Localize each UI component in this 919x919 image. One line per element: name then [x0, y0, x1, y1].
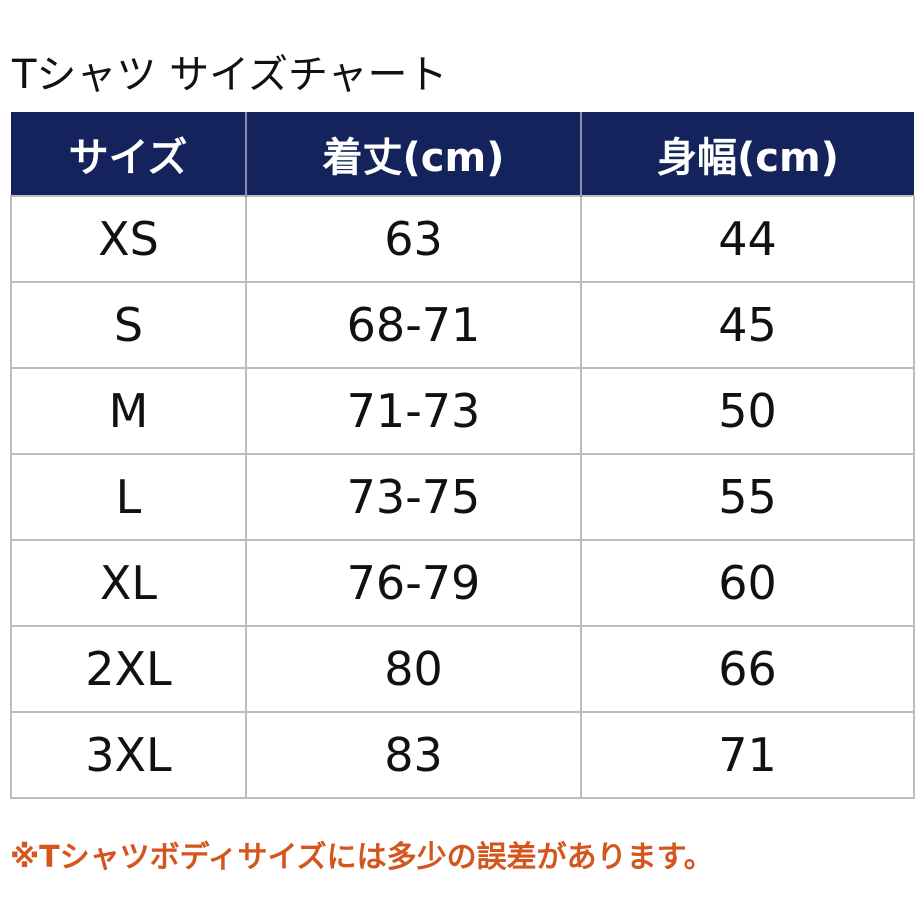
table-row: 3XL 83 71 [10, 711, 915, 799]
table-row: 2XL 80 66 [10, 625, 915, 713]
header-cell: 身幅(cm) [580, 112, 914, 196]
table-cell: 73-75 [245, 453, 582, 541]
table-cell: 71 [580, 711, 915, 799]
table-cell: 44 [580, 195, 915, 283]
header-row: サイズ 着丈(cm) 身幅(cm) [11, 112, 914, 196]
table-cell: L [10, 453, 247, 541]
table-cell: 63 [245, 195, 582, 283]
table-cell: M [10, 367, 247, 455]
table-row: XL 76-79 60 [10, 539, 915, 627]
table-row: XS 63 44 [10, 195, 915, 283]
table-cell: XS [10, 195, 247, 283]
table-cell: S [10, 281, 247, 369]
table-cell: 2XL [10, 625, 247, 713]
table-row: S 68-71 45 [10, 281, 915, 369]
table-cell: 71-73 [245, 367, 582, 455]
table-cell: 45 [580, 281, 915, 369]
table-cell: 83 [245, 711, 582, 799]
table-body: XS 63 44 S 68-71 45 M 71-73 50 L 73-75 55 XL 76-79 60 2… [10, 195, 915, 799]
table-cell: 76-79 [245, 539, 582, 627]
table-cell: 68-71 [245, 281, 582, 369]
title: Tシャツ サイズチャート [12, 52, 448, 98]
table-cell: 80 [245, 625, 582, 713]
table-cell: 3XL [10, 711, 247, 799]
table-cell: XL [10, 539, 247, 627]
table-cell: 55 [580, 453, 915, 541]
table-row: M 71-73 50 [10, 367, 915, 455]
header-cell: サイズ [11, 112, 246, 196]
table-cell: 66 [580, 625, 915, 713]
note: ※Tシャツボディサイズには多少の誤差があります。 [10, 840, 714, 875]
size-table: サイズ 着丈(cm) 身幅(cm) XS 63 44 S 68-71 45 M 71-73 50 L 7… [10, 112, 915, 799]
header-cell: 着丈(cm) [245, 112, 581, 196]
table-cell: 60 [580, 539, 915, 627]
table-cell: 50 [580, 367, 915, 455]
table-row: L 73-75 55 [10, 453, 915, 541]
